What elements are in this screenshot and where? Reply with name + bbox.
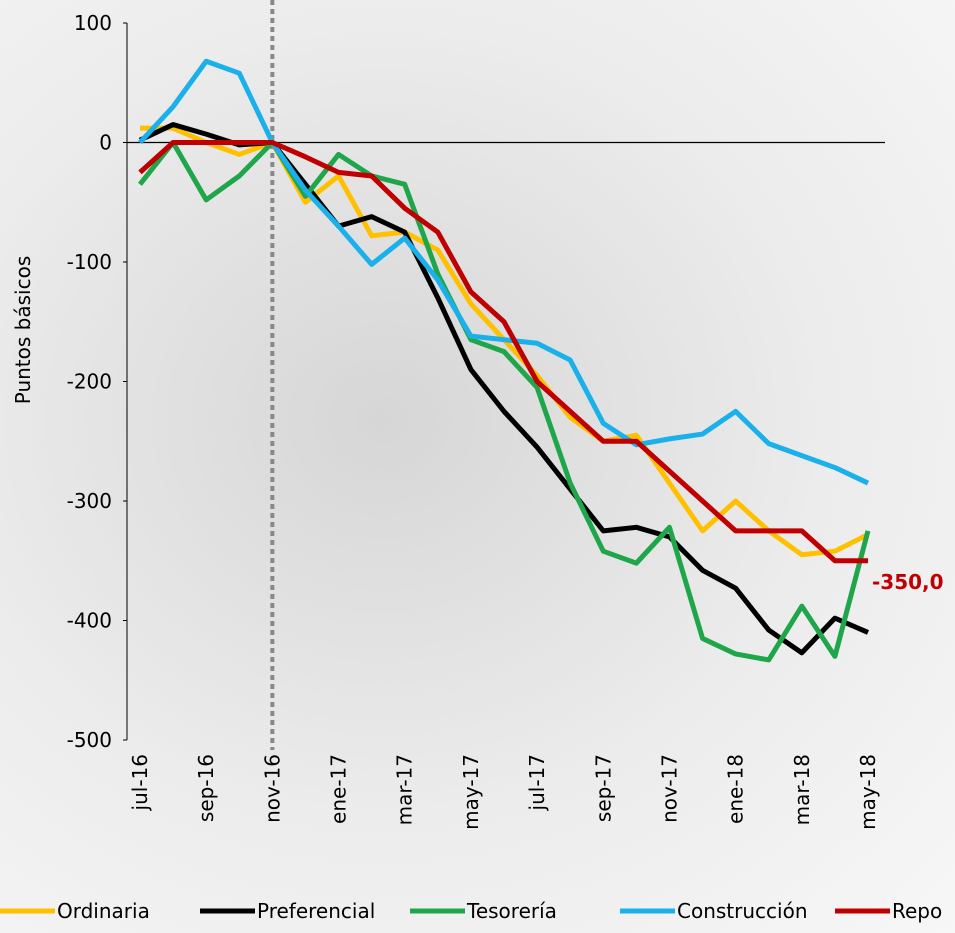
data-label: -350,0: [872, 570, 944, 594]
x-tick-label: ene-17: [327, 754, 351, 824]
legend-label: Construcción: [677, 899, 808, 923]
legend-label: Tesorería: [466, 899, 557, 923]
x-tick-label: jul-16: [128, 754, 152, 811]
x-tick-label: sep-17: [591, 754, 615, 822]
legend-label: Repo: [892, 899, 942, 923]
legend-label: Preferencial: [257, 899, 375, 923]
y-tick-label: -500: [67, 728, 112, 752]
x-tick-label: ene-18: [724, 754, 748, 824]
series-line: [138, 140, 871, 663]
series-line: [138, 122, 869, 656]
series-line: [138, 58, 870, 486]
y-tick-label: 100: [74, 11, 112, 35]
y-tick-label: -200: [67, 370, 112, 394]
y-tick-label: -400: [67, 609, 112, 633]
x-tick-label: may-18: [856, 754, 880, 830]
x-tick-label: sep-16: [194, 754, 218, 822]
x-tick-label: jul-17: [525, 754, 549, 811]
legend-label: Ordinaria: [57, 899, 150, 923]
y-tick-label: -300: [67, 489, 112, 513]
x-tick-label: mar-17: [393, 754, 417, 825]
series-line: [138, 140, 868, 564]
x-tick-label: may-17: [459, 754, 483, 830]
y-tick-label: -100: [67, 250, 112, 274]
x-tick-label: nov-16: [260, 754, 284, 823]
x-tick-label: nov-17: [657, 754, 681, 823]
y-axis-label: Puntos básicos: [11, 256, 35, 405]
x-tick-label: mar-18: [790, 754, 814, 825]
y-tick-label: 0: [99, 131, 112, 155]
